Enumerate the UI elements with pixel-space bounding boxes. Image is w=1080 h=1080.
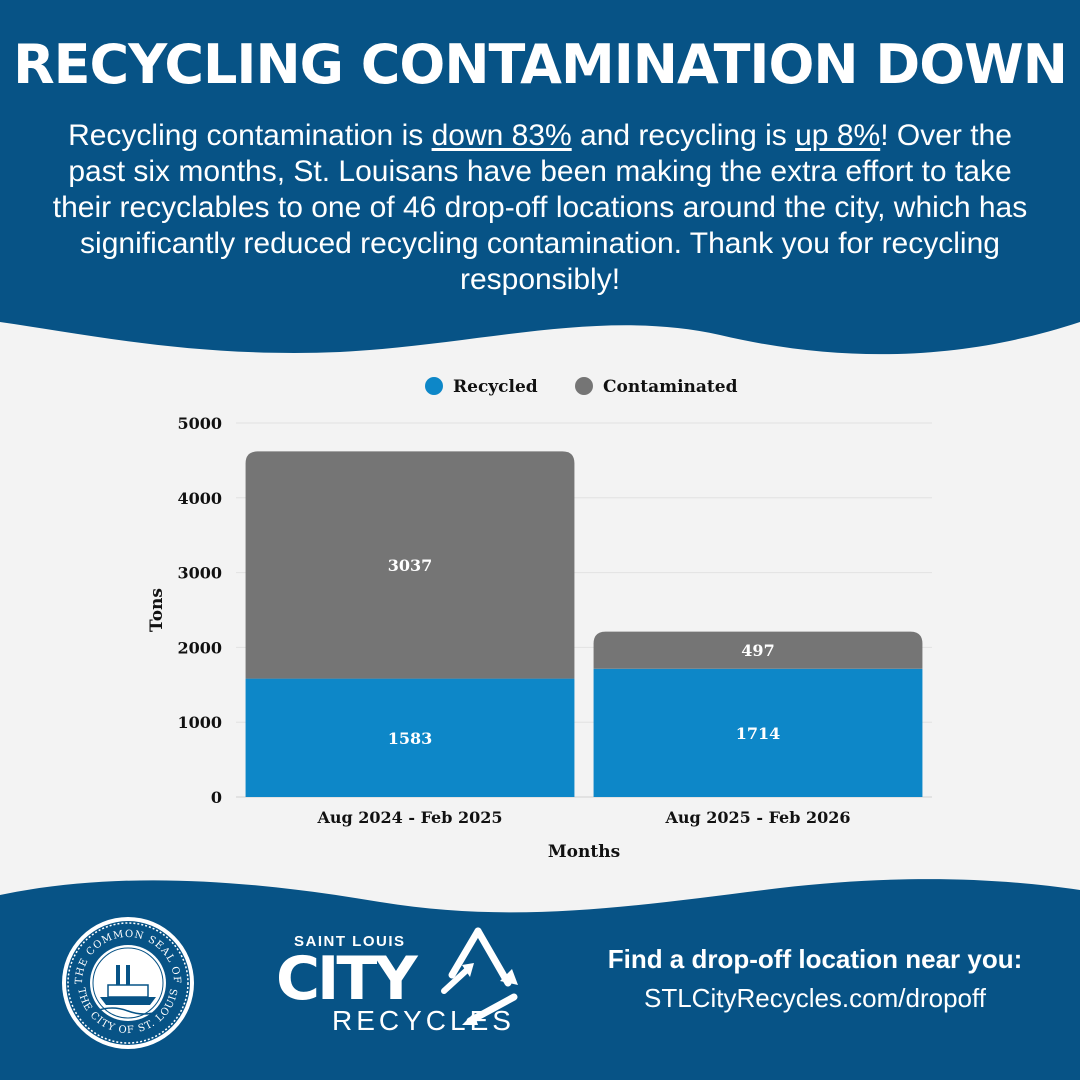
data-label: 497 bbox=[741, 641, 774, 660]
brand-city: CITY bbox=[276, 944, 418, 1014]
brand-saint-louis: SAINT LOUIS bbox=[294, 933, 406, 950]
intro-text-3: ! Over the past six months, St. Louisans… bbox=[52, 119, 1028, 296]
y-tick-label: 0 bbox=[211, 788, 222, 807]
footer-background bbox=[0, 879, 1080, 1080]
bar-contaminated bbox=[593, 631, 923, 669]
city-recycles-logo: SAINT LOUIS CITY RECYCLES bbox=[272, 925, 532, 1040]
bar-recycled bbox=[245, 678, 575, 797]
legend-label-contaminated: Contaminated bbox=[603, 377, 738, 397]
y-axis-title: Tons bbox=[147, 588, 167, 632]
x-axis-title: Months bbox=[548, 842, 620, 860]
x-tick-label: Aug 2024 - Feb 2025 bbox=[316, 808, 502, 827]
legend-swatch-recycled bbox=[425, 377, 443, 395]
y-tick-label: 4000 bbox=[177, 489, 222, 508]
bar-recycled bbox=[593, 668, 923, 797]
x-tick-label: Aug 2025 - Feb 2026 bbox=[664, 808, 850, 827]
bar-contaminated bbox=[245, 451, 575, 679]
y-tick-label: 1000 bbox=[177, 713, 222, 732]
stacked-bar-chart: Recycled Contaminated 0 1000 2000 3000 4000 50… bbox=[147, 377, 932, 860]
page-title: RECYCLING CONTAMINATION DOWN bbox=[13, 33, 1068, 96]
legend-label-recycled: Recycled bbox=[453, 377, 538, 397]
legend-swatch-contaminated bbox=[575, 377, 593, 395]
dropoff-link[interactable]: STLCityRecycles.com/dropoff bbox=[644, 983, 986, 1013]
chart-legend: Recycled Contaminated bbox=[425, 377, 738, 397]
city-seal-logo: THE COMMON SEAL OF THE CITY OF ST. LOUIS bbox=[62, 917, 194, 1049]
header-background bbox=[0, 0, 1080, 355]
data-label: 1714 bbox=[736, 724, 781, 743]
chart-bars bbox=[245, 451, 923, 797]
chart-labels: 0 1000 2000 3000 4000 5000 1583 3037 Aug 2024 - … bbox=[177, 414, 850, 827]
y-tick-label: 3000 bbox=[177, 564, 222, 583]
intro-paragraph: Recycling contamination is down 83% and … bbox=[50, 118, 1030, 298]
intro-highlight-up: up 8% bbox=[795, 119, 881, 152]
intro-text-1: Recycling contamination is bbox=[68, 119, 432, 152]
y-tick-label: 5000 bbox=[177, 414, 222, 433]
brand-recycles: RECYCLES bbox=[332, 1005, 515, 1036]
cta-title: Find a drop-off location near you: bbox=[607, 944, 1023, 974]
recycle-arrows-icon bbox=[441, 927, 518, 1025]
y-tick-label: 2000 bbox=[177, 638, 222, 657]
intro-text-2: and recycling is bbox=[571, 119, 796, 152]
data-label: 3037 bbox=[388, 556, 433, 575]
intro-highlight-down: down 83% bbox=[431, 119, 572, 152]
data-label: 1583 bbox=[388, 729, 433, 748]
